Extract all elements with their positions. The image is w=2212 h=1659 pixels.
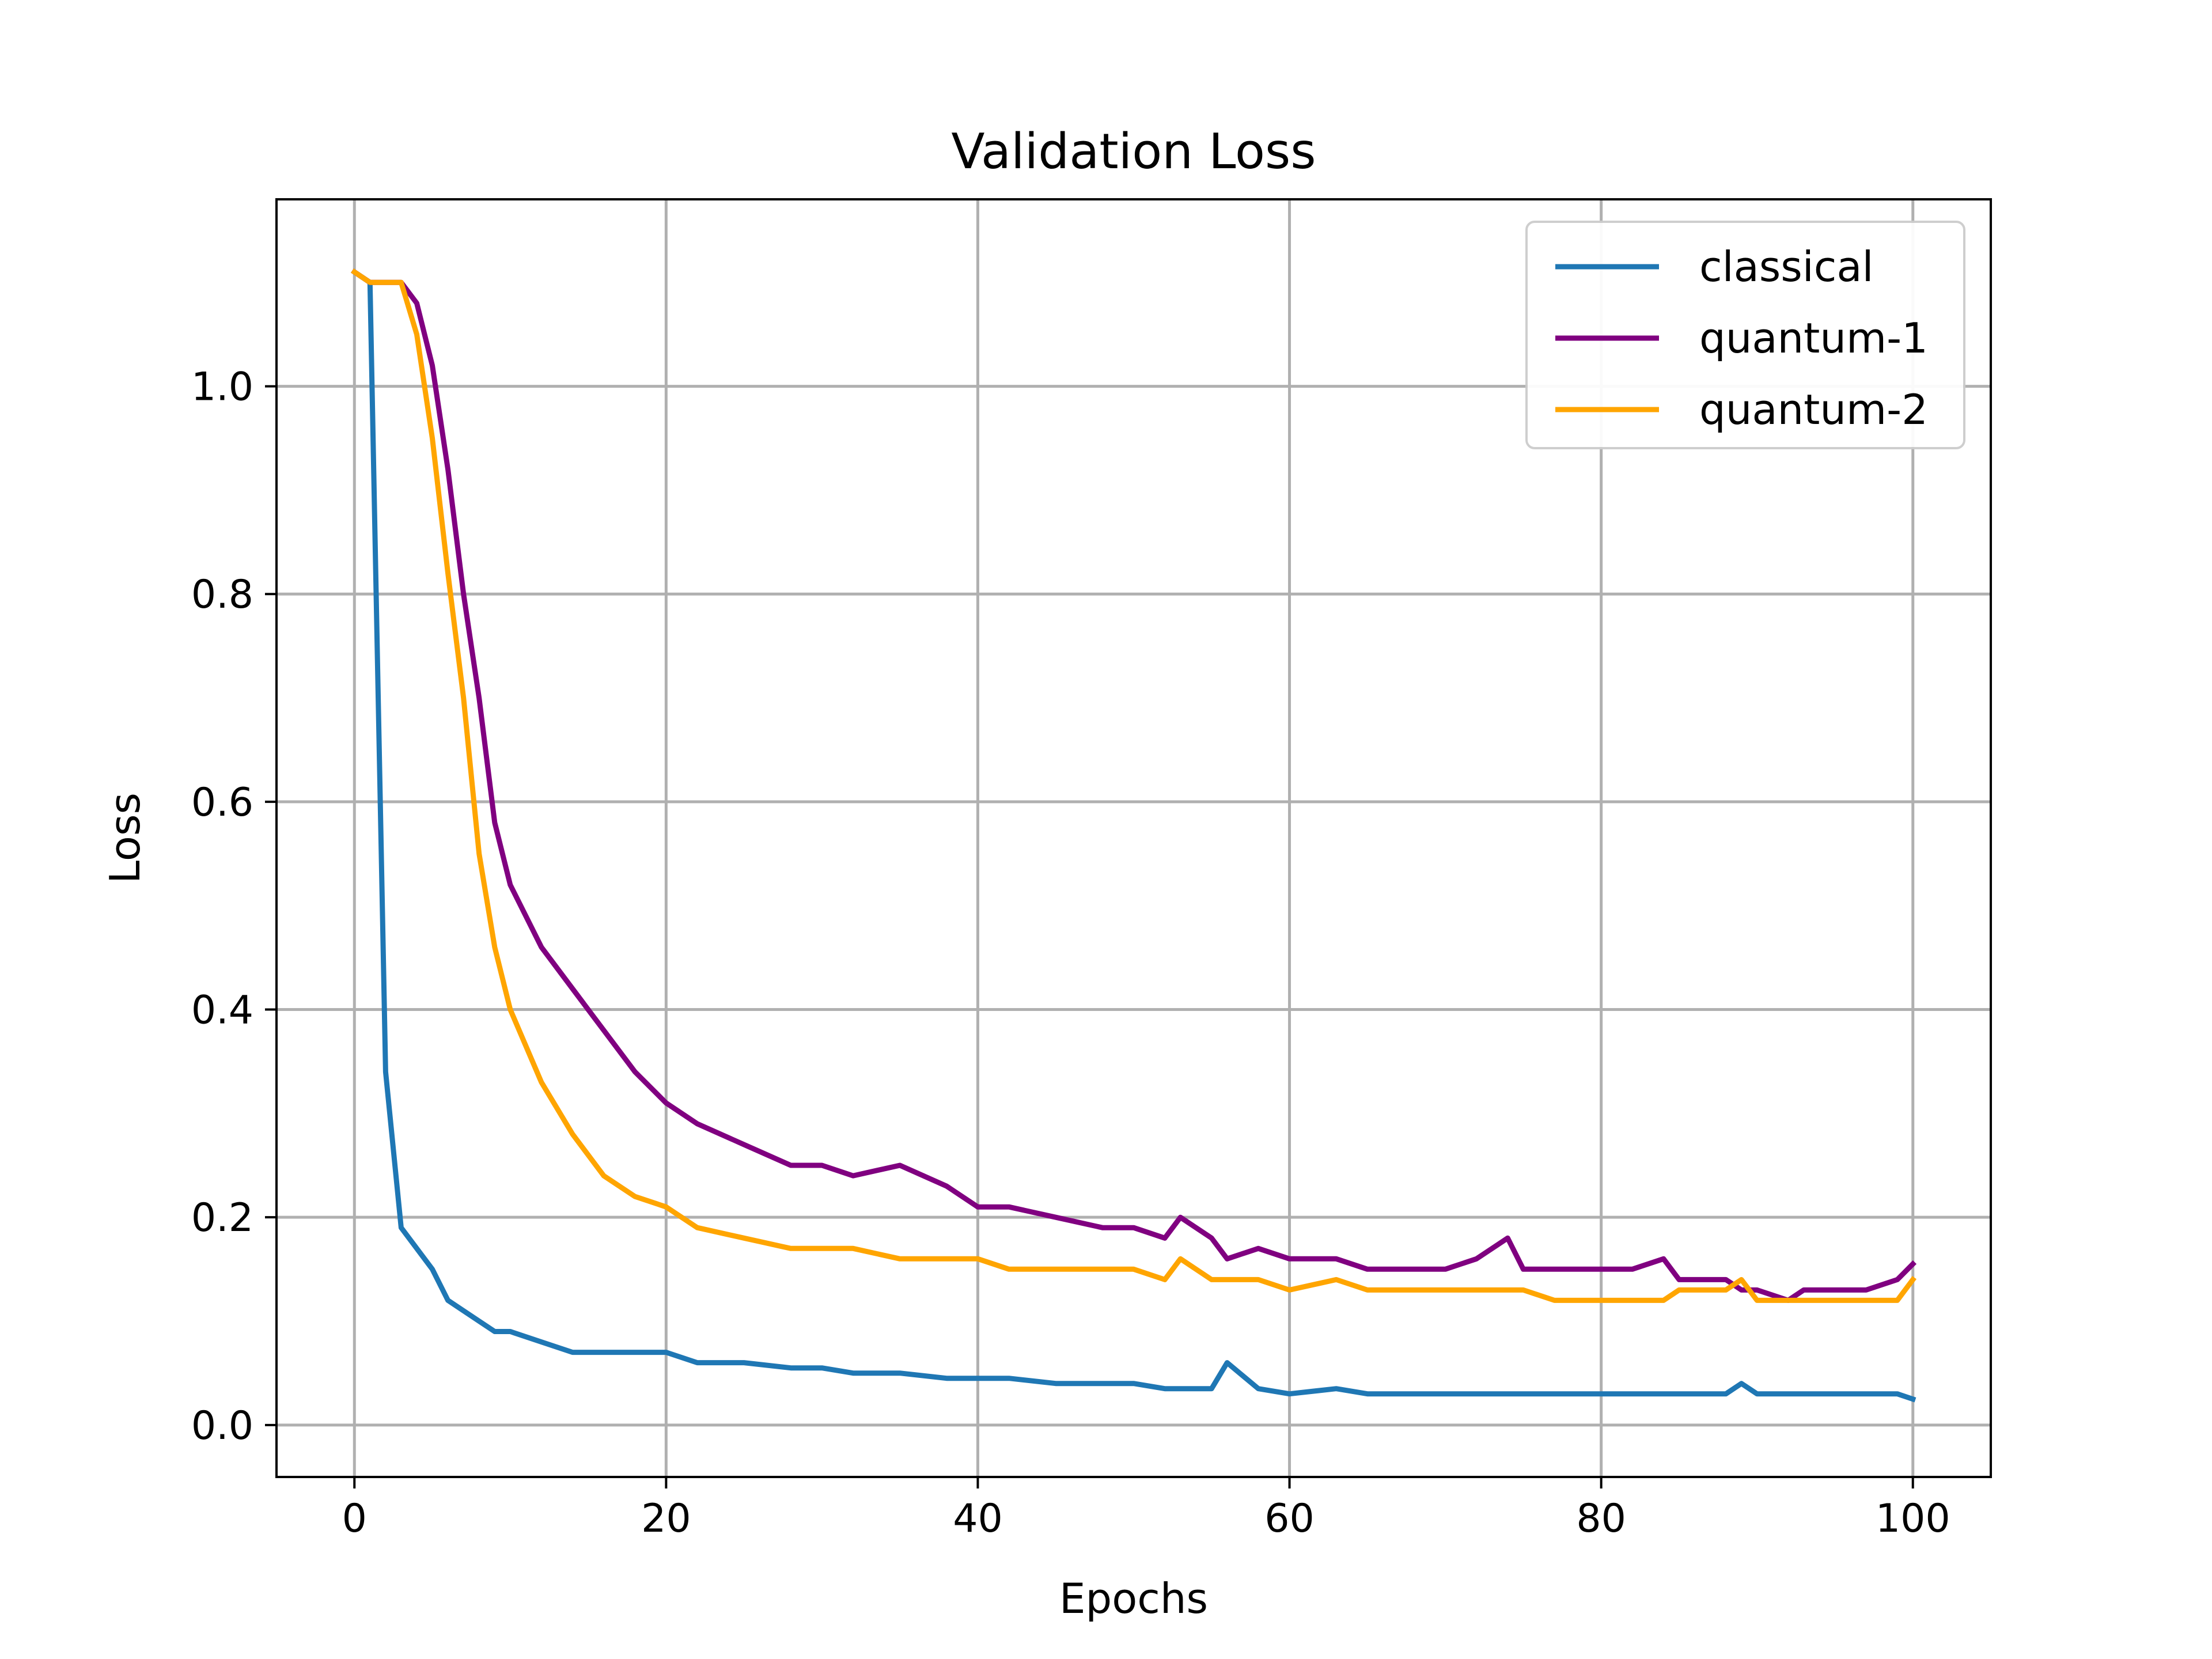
y-tick-label: 1.0 bbox=[191, 365, 253, 410]
chart-title: Validation Loss bbox=[951, 123, 1316, 180]
x-tick-label: 40 bbox=[953, 1496, 1003, 1541]
x-tick-label: 20 bbox=[641, 1496, 691, 1541]
plot-frame bbox=[275, 198, 1992, 1478]
legend: classical quantum-1 quantum-2 bbox=[1525, 221, 1965, 449]
y-tick-label: 0.0 bbox=[191, 1403, 253, 1449]
legend-label-quantum-2: quantum-2 bbox=[1699, 385, 1928, 434]
y-tick-label: 0.8 bbox=[191, 572, 253, 618]
y-tick-label: 0.2 bbox=[191, 1195, 253, 1241]
y-tick-label: 0.6 bbox=[191, 780, 253, 825]
series-layer bbox=[351, 268, 1917, 1403]
legend-box bbox=[1525, 221, 1965, 449]
series-line-quantum-2 bbox=[351, 268, 1916, 1303]
ticks: 0 20 40 60 80 100 0.0 0.2 0.4 0.6 0.8 1.0 bbox=[191, 365, 1950, 1541]
series-line-classical bbox=[351, 268, 1916, 1403]
y-tick-label: 0.4 bbox=[191, 988, 253, 1033]
y-axis-label: Loss bbox=[101, 793, 149, 884]
legend-label-classical: classical bbox=[1699, 243, 1873, 291]
series-line-quantum-1 bbox=[351, 268, 1917, 1303]
x-tick-label: 100 bbox=[1876, 1496, 1950, 1541]
x-tick-label: 60 bbox=[1264, 1496, 1315, 1541]
x-tick-label: 0 bbox=[342, 1496, 367, 1541]
legend-label-quantum-1: quantum-1 bbox=[1699, 314, 1928, 362]
x-axis-label: Epochs bbox=[1059, 1574, 1208, 1623]
x-tick-label: 80 bbox=[1576, 1496, 1626, 1541]
